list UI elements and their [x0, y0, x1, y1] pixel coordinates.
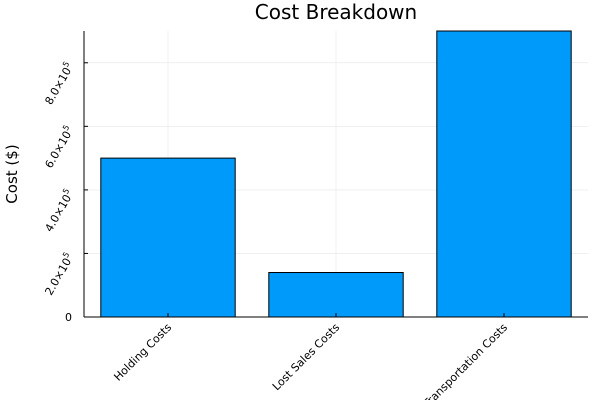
bar-holding-costs	[100, 157, 236, 318]
bar-lost-sales-costs	[268, 272, 404, 318]
y-tick-label: 4.0×105	[41, 187, 77, 234]
bars	[100, 30, 572, 318]
chart-title: Cost Breakdown	[255, 0, 417, 24]
bar-transportation-costs	[436, 30, 572, 318]
y-tick-label: 0	[65, 311, 72, 324]
y-tick-label: 8.0×105	[41, 60, 77, 107]
y-axis-label: Cost ($)	[3, 144, 21, 203]
x-tick-label: Transportation Costs	[420, 321, 510, 400]
x-tick-label: Lost Sales Costs	[270, 321, 342, 393]
x-tick-label: Holding Costs	[111, 321, 174, 384]
y-tick-labels: 0 2.0×105 4.0×105 6.0×105 8.0×105	[41, 60, 88, 324]
y-tick-label: 2.0×105	[41, 250, 77, 297]
x-tick-labels: Holding Costs Lost Sales Costs Transportat…	[111, 313, 510, 400]
y-tick-label: 6.0×105	[41, 123, 77, 170]
